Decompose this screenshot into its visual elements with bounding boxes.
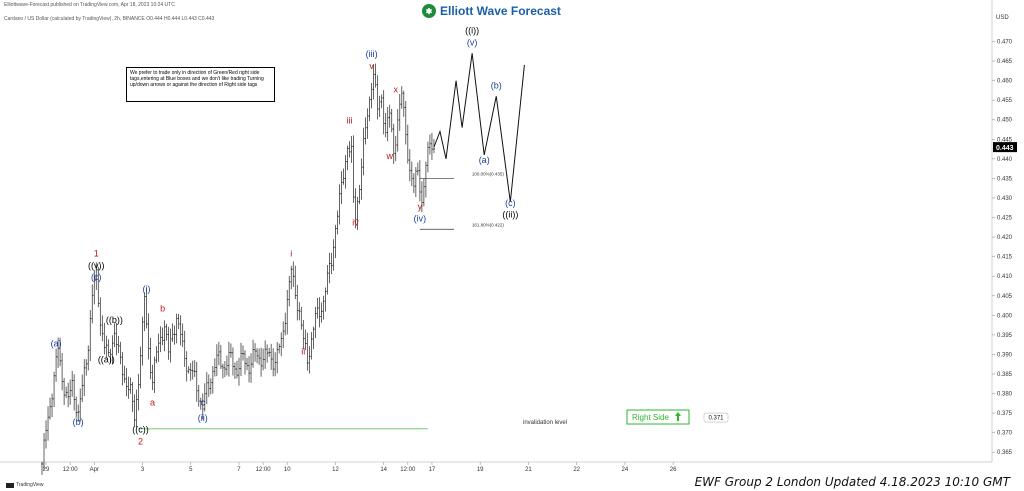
y-tick-label: 0.435	[997, 176, 1013, 182]
wave-label: 1	[94, 249, 99, 259]
x-tick-label: 24	[622, 467, 629, 473]
wave-label: w	[385, 151, 393, 161]
wave-label: 2	[138, 436, 143, 446]
y-tick-label: 0.415	[997, 255, 1013, 261]
x-tick-label: 3	[141, 467, 145, 473]
wave-label: (iv)	[414, 213, 427, 223]
y-tick-label: 0.380	[997, 392, 1013, 398]
x-tick-label: 21	[525, 467, 532, 473]
current-price-label: 0.443	[996, 145, 1014, 152]
wave-label: v	[369, 61, 374, 71]
y-tick-label: 0.410	[997, 274, 1013, 280]
x-tick-label: Apr	[90, 467, 99, 473]
x-tick-label: 22	[573, 467, 580, 473]
tag-value-label: 0.371	[708, 416, 724, 422]
projection-path	[433, 53, 525, 202]
ewf-logo-icon: ✱	[422, 4, 436, 18]
x-tick-label: 14	[380, 467, 387, 473]
invalidation-label: invalidation level	[523, 420, 567, 426]
y-tick-label: 0.425	[997, 216, 1013, 222]
x-tick-label: 12:00	[400, 467, 416, 473]
fib-level-label: 161.80%(0.422)	[472, 222, 505, 227]
wave-label: b	[160, 303, 165, 313]
wave-label: iii	[347, 116, 353, 126]
arrow-up-icon	[675, 412, 681, 417]
x-tick-label: 17	[429, 467, 436, 473]
wave-label: ((i))	[465, 26, 479, 36]
y-tick-label: 0.390	[997, 352, 1013, 358]
y-tick-label: 0.470	[997, 40, 1013, 46]
wave-label: (b)	[73, 417, 84, 427]
y-tick-label: 0.405	[997, 294, 1013, 300]
y-tick-label: 0.445	[997, 137, 1013, 143]
wave-label: i	[290, 249, 292, 259]
wave-label: c	[201, 397, 206, 407]
publisher-line: Elliottwave-Forecast published on Tradin…	[4, 2, 175, 8]
wave-label: (iii)	[366, 49, 378, 59]
tradingview-text: TradingView	[16, 482, 44, 488]
y-tick-label: 0.450	[997, 118, 1013, 124]
tradingview-logo: TradingView	[6, 482, 44, 488]
right-side-tag-label: Right Side	[632, 413, 669, 422]
wave-label: (b)	[491, 80, 502, 90]
tag-value-box	[703, 412, 729, 423]
y-tick-label: 0.385	[997, 372, 1013, 378]
wave-label: ((c))	[132, 425, 149, 435]
fib-level-label: 100.00%(0.435)	[472, 171, 505, 176]
trading-note: We prefer to trade only in direction of …	[126, 67, 275, 102]
x-tick-label: 7	[237, 467, 241, 473]
axis-unit-label: USD	[996, 15, 1009, 21]
wave-label: (v)	[467, 37, 478, 47]
y-tick-label: 0.465	[997, 59, 1013, 65]
right-side-tag	[626, 409, 690, 425]
y-tick-label: 0.455	[997, 98, 1013, 104]
wave-label: (c)	[505, 198, 516, 208]
wave-label: a	[150, 397, 155, 407]
wave-label: x	[394, 84, 399, 94]
y-tick-label: 0.440	[997, 157, 1013, 163]
x-tick-label: 5	[189, 467, 193, 473]
wave-label: (ii)	[198, 413, 208, 423]
wave-label: (a)	[479, 155, 490, 165]
wave-label: ((ii))	[502, 210, 518, 220]
wave-label: y	[418, 202, 423, 212]
y-tick-label: 0.430	[997, 196, 1013, 202]
y-tick-label: 0.395	[997, 333, 1013, 339]
wave-label: ((a))	[98, 354, 115, 364]
y-tick-label: 0.370	[997, 431, 1013, 437]
wave-label: ((v))	[88, 260, 105, 270]
tradingview-icon	[6, 482, 14, 488]
x-tick-label: 26	[670, 467, 677, 473]
symbol-info: Cardano / US Dollar (calculated by Tradi…	[4, 16, 215, 22]
x-tick-label: 10	[284, 467, 291, 473]
wave-label: ii	[301, 346, 305, 356]
y-tick-label: 0.460	[997, 79, 1013, 85]
y-tick-label: 0.365	[997, 450, 1013, 456]
wave-label: (c)	[91, 272, 102, 282]
y-tick-label: 0.400	[997, 313, 1013, 319]
wave-label: iv	[352, 217, 359, 227]
current-price-marker	[993, 142, 1017, 153]
x-tick-label: 12:00	[256, 467, 272, 473]
logo-text: Elliott Wave Forecast	[440, 4, 561, 18]
x-tick-label: 12	[332, 467, 339, 473]
x-tick-label: 12:00	[63, 467, 79, 473]
y-tick-label: 0.375	[997, 411, 1013, 417]
update-footer: EWF Group 2 London Updated 4.18.2023 10:…	[694, 475, 1010, 489]
wave-label: ((b))	[106, 315, 123, 325]
wave-label: (i)	[143, 284, 151, 294]
x-tick-label: 19	[477, 467, 484, 473]
wave-label: (a)	[51, 339, 62, 349]
arrow-up-stem	[677, 416, 679, 422]
brand-logo: ✱ Elliott Wave Forecast	[422, 2, 561, 20]
y-tick-label: 0.420	[997, 235, 1013, 241]
x-tick-label: 29	[43, 467, 50, 473]
